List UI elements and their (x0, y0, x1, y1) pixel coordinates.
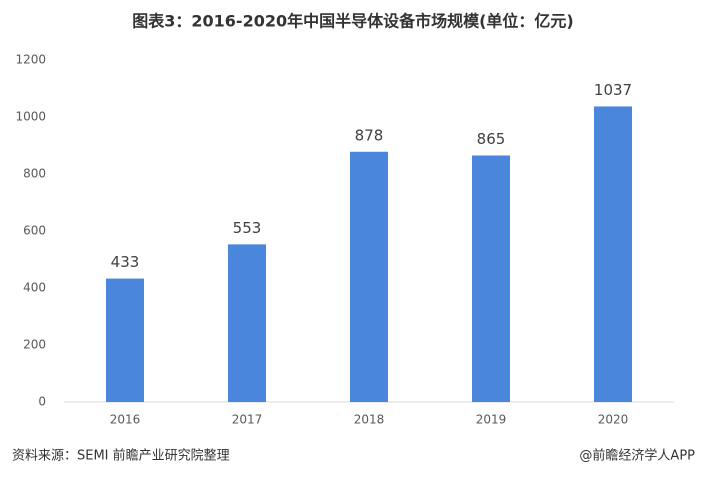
y-tick-label: 1200 (15, 53, 46, 67)
bar (106, 278, 144, 402)
y-tick-label: 800 (23, 167, 46, 181)
value-label: 865 (477, 130, 506, 148)
x-tick-label: 2018 (354, 413, 385, 427)
credit-note: @前瞻经济学人APP (579, 448, 695, 464)
y-tick-label: 400 (23, 281, 46, 295)
x-tick-label: 2017 (232, 413, 263, 427)
x-tick-label: 2019 (476, 413, 507, 427)
y-tick-label: 1000 (15, 110, 46, 124)
value-label: 433 (111, 253, 140, 271)
value-label: 878 (355, 126, 384, 144)
y-tick-label: 0 (38, 395, 46, 409)
y-tick-label: 600 (23, 224, 46, 238)
x-tick-label: 2016 (110, 413, 141, 427)
value-label: 1037 (594, 81, 632, 99)
bar (472, 155, 510, 402)
y-tick-label: 200 (23, 338, 46, 352)
bar (350, 151, 388, 402)
x-tick-label: 2020 (598, 413, 629, 427)
bar (228, 244, 266, 402)
source-note: 资料来源：SEMI 前瞻产业研究院整理 (12, 448, 230, 464)
value-label: 553 (233, 219, 262, 237)
bar (594, 106, 632, 402)
chart-title: 图表3：2016-2020年中国半导体设备市场规模(单位：亿元) (132, 12, 573, 31)
